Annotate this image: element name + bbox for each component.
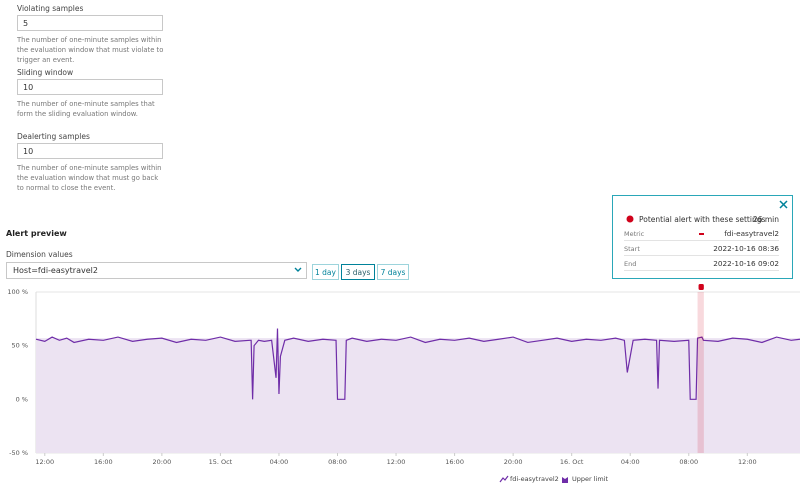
dimension-value: Host=fdi-easytravel2 <box>13 266 98 275</box>
x-tick-label: 12:00 <box>35 458 54 466</box>
field-help: The number of one-minute samples that fo… <box>17 100 155 118</box>
x-tick-label: 04:00 <box>621 458 640 466</box>
row-value: 2022-10-16 08:36 <box>713 244 779 253</box>
x-tick-label: 20:00 <box>153 458 172 466</box>
row-separator <box>624 240 779 241</box>
legend-icon <box>499 475 509 483</box>
field-help: The number of one-minute samples within … <box>17 164 162 192</box>
popup-title: Potential alert with these settings <box>639 215 766 224</box>
y-tick-label: 0 % <box>16 395 28 403</box>
alert-marker <box>698 284 704 290</box>
legend-label: Upper limit <box>572 475 608 483</box>
field-input[interactable]: 10 <box>17 143 163 159</box>
x-tick-label: 20:00 <box>504 458 523 466</box>
range-button[interactable]: 1 day <box>312 264 339 280</box>
field-input[interactable]: 5 <box>17 15 163 31</box>
x-tick-label: 16. Oct <box>560 458 584 466</box>
x-tick-label: 15. Oct <box>209 458 233 466</box>
range-button[interactable]: 3 days <box>341 264 375 280</box>
field-label: Sliding window <box>17 68 74 77</box>
close-button[interactable] <box>779 200 788 209</box>
alert-band <box>697 292 704 453</box>
y-tick-label: 100 % <box>7 288 28 296</box>
legend-icon <box>562 477 568 483</box>
row-separator <box>624 255 779 256</box>
row-value: 2022-10-16 09:02 <box>713 259 779 268</box>
dimension-label: Dimension values <box>6 250 73 259</box>
dropdown-arrow <box>294 267 302 272</box>
x-tick-label: 08:00 <box>679 458 698 466</box>
row-value: fdi-easytravel2 <box>724 229 779 238</box>
y-tick-label: 50 % <box>11 342 28 350</box>
field-label: Dealerting samples <box>17 132 90 141</box>
row-separator <box>624 270 779 271</box>
popup-duration: 26 min <box>752 215 779 224</box>
x-tick-label: 16:00 <box>94 458 113 466</box>
row-label: Metric <box>624 230 645 238</box>
alert-dot <box>626 215 634 223</box>
x-tick-label: 04:00 <box>270 458 289 466</box>
row-label: Start <box>624 245 640 253</box>
x-tick-label: 16:00 <box>445 458 464 466</box>
x-tick-label: 12:00 <box>387 458 406 466</box>
section-title: Alert preview <box>6 229 67 238</box>
dimension-select[interactable]: Host=fdi-easytravel2 <box>6 262 307 279</box>
metric-swatch <box>699 233 704 235</box>
line <box>35 328 800 400</box>
field-input[interactable]: 10 <box>17 79 163 95</box>
x-tick-label: 12:00 <box>738 458 757 466</box>
field-help: The number of one-minute samples within … <box>17 36 164 64</box>
alert-popup: Potential alert with these settings 26 m… <box>612 195 793 279</box>
x-tick-label: 08:00 <box>328 458 347 466</box>
chart: -50 % 0 % 50 % 100 % 12:00 16:00 20:00 15. Oct 0… <box>7 284 800 483</box>
field-label: Violating samples <box>17 4 84 13</box>
row-label: End <box>624 260 637 268</box>
range-button[interactable]: 7 days <box>377 264 409 280</box>
area <box>36 338 800 453</box>
legend-label: fdi-easytravel2 <box>510 475 559 483</box>
y-tick-label: -50 % <box>9 449 28 457</box>
